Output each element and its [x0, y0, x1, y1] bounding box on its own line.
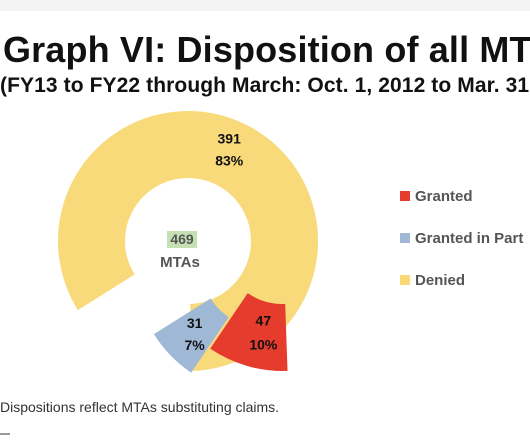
legend-item-granted-in-part: Granted in Part — [400, 228, 523, 248]
center-badge — [167, 231, 197, 248]
legend-label-denied: Denied — [415, 271, 466, 289]
legend-item-granted: Granted — [400, 186, 523, 206]
top-strip — [0, 0, 530, 11]
data-label-value-granted-in-part: 31 — [187, 315, 203, 331]
legend-label-granted: Granted — [415, 187, 473, 205]
data-label-percent-granted-in-part: 7% — [184, 337, 205, 353]
center-text: MTAs — [160, 254, 200, 271]
data-label-value-denied: 391 — [218, 131, 242, 147]
center-value: 469 — [170, 231, 194, 247]
data-label-percent-denied: 83% — [215, 153, 244, 169]
legend-swatch-granted — [400, 191, 410, 201]
donut-slice-granted — [210, 293, 288, 371]
legend-label-granted-in-part: Granted in Part — [415, 229, 524, 247]
bottom-mark — [0, 433, 10, 435]
data-label-value-granted: 47 — [256, 313, 272, 329]
legend: Granted Granted in Part Denied — [400, 186, 523, 312]
donut-slice-granted-in-part — [153, 298, 229, 373]
legend-item-denied: Denied — [400, 270, 523, 290]
legend-swatch-denied — [400, 275, 410, 285]
footnote: Dispositions reflect MTAs substituting c… — [0, 399, 280, 415]
chart-subtitle: (FY13 to FY22 through March: Oct. 1, 201… — [0, 74, 530, 97]
legend-swatch-granted-in-part — [400, 233, 410, 243]
chart-title: Graph VI: Disposition of all MT — [3, 29, 530, 70]
data-label-percent-granted: 10% — [249, 337, 278, 353]
